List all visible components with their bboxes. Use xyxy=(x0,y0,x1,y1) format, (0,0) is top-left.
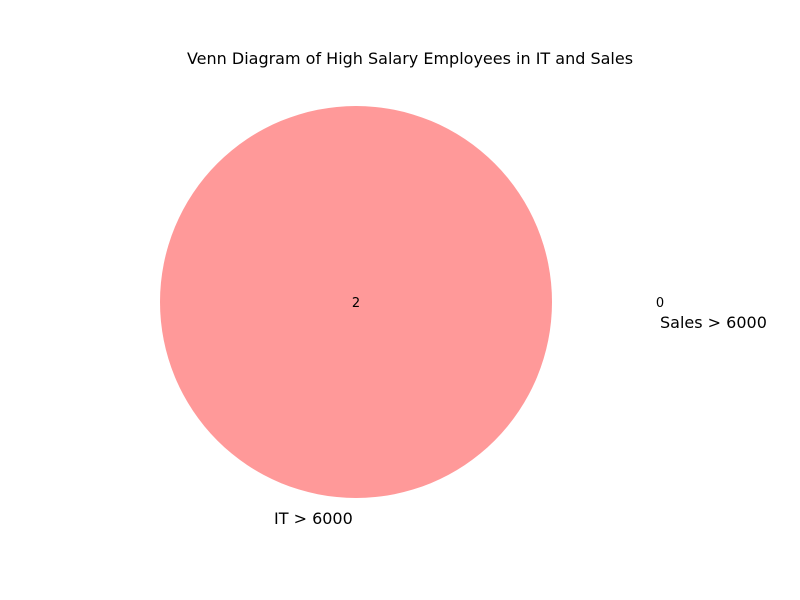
it-only-count: 2 xyxy=(352,296,360,311)
chart-title: Venn Diagram of High Salary Employees in… xyxy=(187,49,633,68)
sales-only-count: 0 xyxy=(656,296,664,311)
sales-set-label: Sales > 6000 xyxy=(660,313,767,332)
it-set-label: IT > 6000 xyxy=(274,509,353,528)
it-set-circle xyxy=(160,106,552,498)
